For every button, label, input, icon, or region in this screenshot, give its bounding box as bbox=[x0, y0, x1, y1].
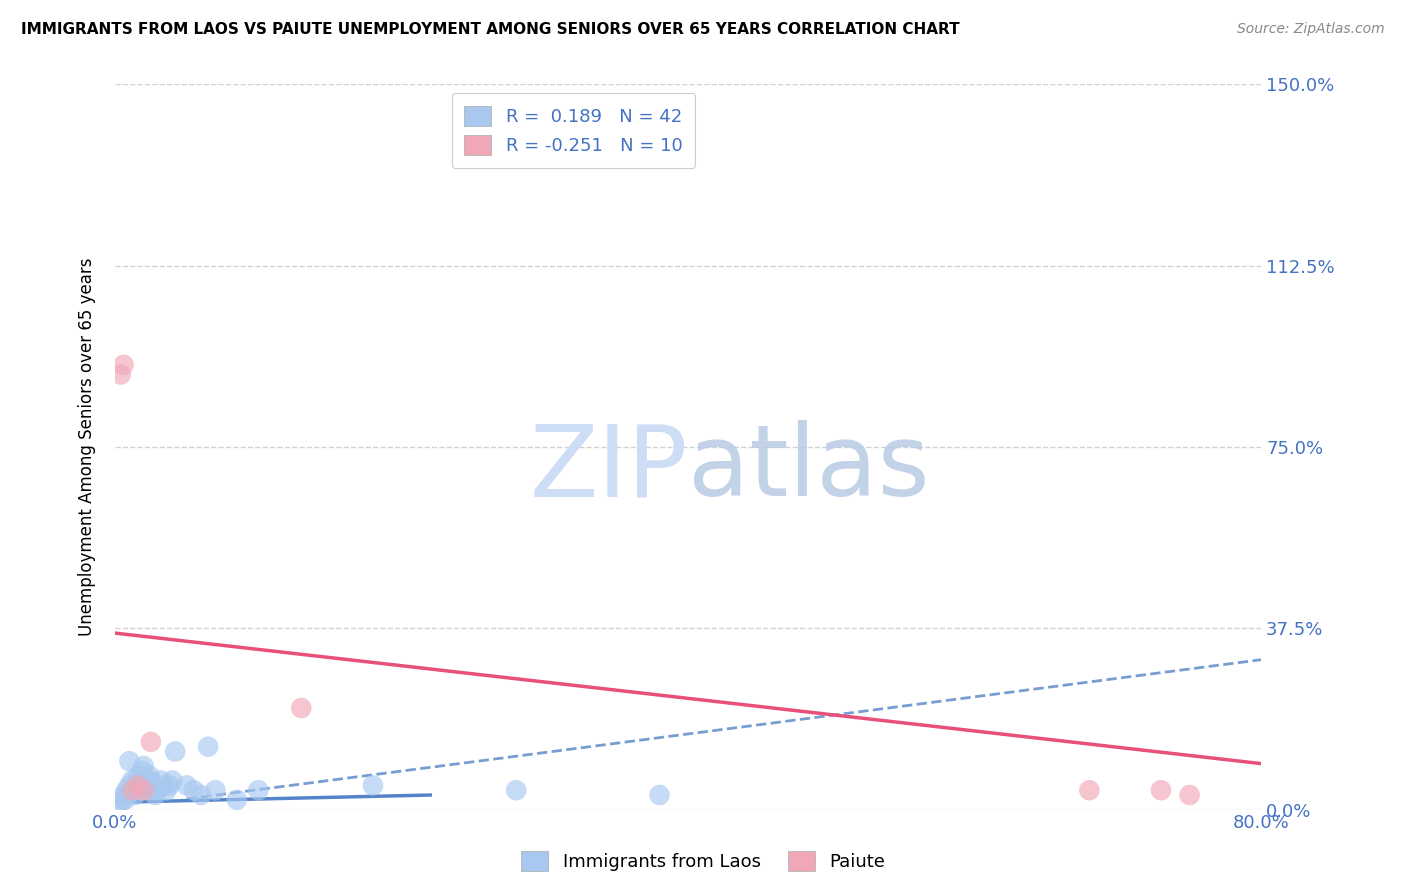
Point bbox=[138, 769, 160, 783]
Point bbox=[162, 773, 184, 788]
Y-axis label: Unemployment Among Seniors over 65 years: Unemployment Among Seniors over 65 years bbox=[79, 258, 96, 636]
Point bbox=[121, 783, 143, 797]
Point bbox=[127, 769, 149, 783]
Text: IMMIGRANTS FROM LAOS VS PAIUTE UNEMPLOYMENT AMONG SENIORS OVER 65 YEARS CORRELAT: IMMIGRANTS FROM LAOS VS PAIUTE UNEMPLOYM… bbox=[21, 22, 960, 37]
Point bbox=[117, 788, 139, 802]
Text: Source: ZipAtlas.com: Source: ZipAtlas.com bbox=[1237, 22, 1385, 37]
Point bbox=[131, 764, 153, 778]
Point bbox=[124, 788, 146, 802]
Point bbox=[142, 783, 165, 797]
Point bbox=[118, 778, 141, 792]
Point bbox=[118, 754, 141, 768]
Point bbox=[134, 778, 156, 792]
Point bbox=[505, 783, 527, 797]
Point bbox=[152, 778, 174, 792]
Point bbox=[165, 745, 187, 759]
Point bbox=[108, 797, 131, 812]
Text: atlas: atlas bbox=[688, 420, 929, 517]
Point bbox=[135, 773, 157, 788]
Point bbox=[127, 778, 149, 792]
Point bbox=[136, 783, 159, 797]
Legend: R =  0.189   N = 42, R = -0.251   N = 10: R = 0.189 N = 42, R = -0.251 N = 10 bbox=[451, 94, 696, 168]
Point bbox=[112, 358, 135, 372]
Point bbox=[115, 783, 138, 797]
Point bbox=[122, 783, 145, 797]
Point bbox=[225, 793, 247, 807]
Point bbox=[183, 783, 205, 797]
Point bbox=[125, 778, 148, 792]
Point bbox=[190, 788, 212, 802]
Point bbox=[129, 773, 152, 788]
Point bbox=[1178, 788, 1201, 802]
Point bbox=[111, 793, 134, 807]
Point bbox=[149, 773, 172, 788]
Point bbox=[128, 783, 150, 797]
Text: ZIP: ZIP bbox=[530, 420, 688, 517]
Point bbox=[139, 773, 162, 788]
Point bbox=[247, 783, 270, 797]
Point bbox=[112, 788, 135, 802]
Point bbox=[176, 778, 198, 792]
Point bbox=[141, 778, 163, 792]
Point bbox=[114, 793, 136, 807]
Point bbox=[143, 788, 166, 802]
Point bbox=[132, 783, 155, 797]
Point bbox=[139, 735, 162, 749]
Point bbox=[1150, 783, 1173, 797]
Point bbox=[132, 759, 155, 773]
Point bbox=[110, 368, 132, 382]
Point bbox=[648, 788, 671, 802]
Point bbox=[1078, 783, 1101, 797]
Point bbox=[290, 701, 312, 715]
Point bbox=[159, 778, 181, 792]
Point bbox=[197, 739, 219, 754]
Point bbox=[121, 773, 143, 788]
Point bbox=[155, 783, 177, 797]
Point bbox=[361, 778, 384, 792]
Point bbox=[146, 783, 169, 797]
Point bbox=[204, 783, 226, 797]
Legend: Immigrants from Laos, Paiute: Immigrants from Laos, Paiute bbox=[513, 844, 893, 879]
